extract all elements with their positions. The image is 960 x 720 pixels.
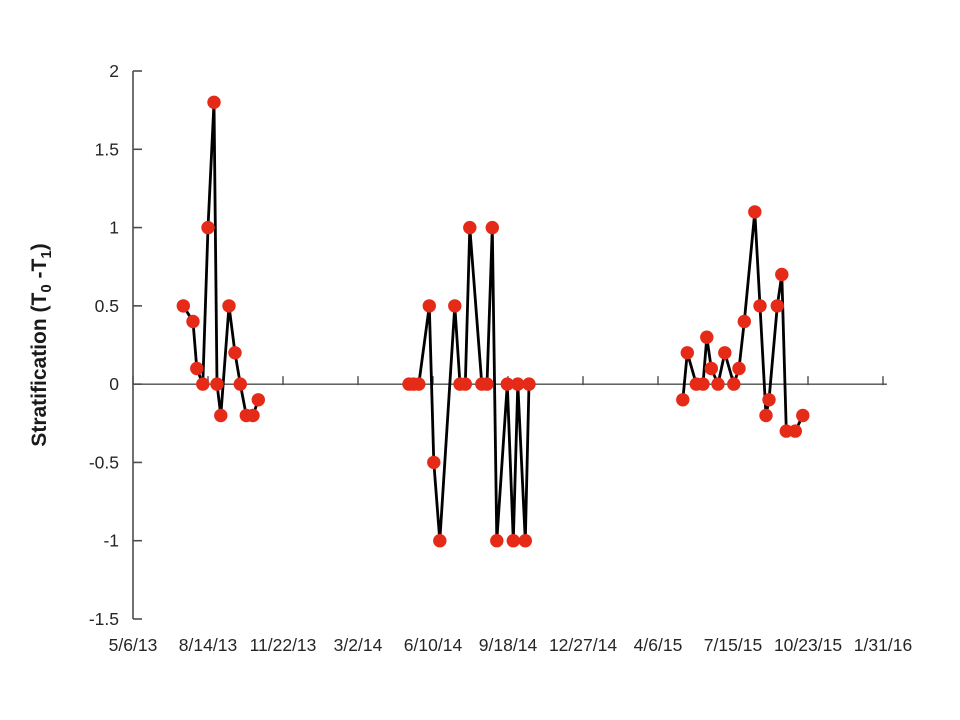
x-tick-label: 9/18/14 [479,635,538,655]
x-tick-label: 11/22/13 [250,635,317,655]
data-point-marker [485,220,499,235]
y-axis: 2 1.5 1 0.5 0 -0.5 -1 -1.5 [89,61,142,629]
data-point-marker [176,299,190,313]
data-point-marker [676,393,690,407]
data-point-marker [511,377,525,391]
data-point-marker [214,408,228,423]
y-tick-label: 0.5 [95,296,119,316]
data-point-marker [522,377,536,391]
x-tick-label: 6/10/14 [404,635,463,655]
x-tick-label: 3/2/14 [334,635,383,655]
data-point-marker [500,377,514,391]
data-point-marker [737,314,751,329]
data-point-marker [696,377,710,391]
y-axis-title-subscript: 1 [38,250,55,258]
data-point-marker [233,377,247,391]
data-point-marker [422,299,436,313]
data-point-marker [448,299,462,313]
y-tick-label: 2 [109,61,119,81]
data-point-marker [680,346,694,360]
y-axis-title-text: ) [28,243,51,250]
data-point-marker [711,377,725,391]
data-point-marker [518,534,532,548]
x-tick-label: 4/6/15 [634,635,683,655]
data-point-marker [228,346,242,360]
x-tick-label: 1/31/16 [854,635,912,655]
data-point-marker [251,393,265,407]
data-point-marker [700,330,714,344]
data-point-marker [190,361,204,376]
y-tick-label: 1.5 [95,139,119,159]
y-tick-label: -1.5 [89,609,119,629]
y-tick-label: 1 [109,218,119,238]
data-point-marker [718,346,732,360]
y-tick-label: -1 [103,531,119,551]
x-tick-label: 12/27/14 [549,635,617,655]
data-series [176,95,810,548]
y-axis-title: Stratification (T0 -T1) [28,243,55,446]
x-tick-label: 5/6/13 [109,635,158,655]
data-point-marker [759,408,773,423]
data-point-marker [246,408,260,423]
data-point-marker [427,455,441,470]
data-point-marker [210,377,224,391]
data-point-marker [748,205,762,219]
data-point-marker [753,299,767,313]
data-point-marker [788,424,802,438]
data-point-marker [196,377,210,391]
y-axis-title-text: -T [28,258,51,284]
data-point-marker [222,299,236,313]
data-point-marker [207,95,221,110]
data-point-marker [186,314,200,329]
data-point-marker [506,534,520,548]
data-point-marker [480,377,494,391]
data-point-marker [458,377,472,391]
data-point-marker [201,220,215,235]
data-point-marker [775,267,789,282]
y-tick-label: -0.5 [89,452,119,472]
y-axis-title-subscript: 0 [38,284,55,292]
x-tick-label: 7/15/15 [704,635,762,655]
data-point-marker [732,361,746,376]
x-axis: 5/6/13 8/14/13 11/22/13 3/2/14 6/10/14 9/18/1… [109,376,912,655]
data-point-marker [727,377,741,391]
data-point-marker [796,408,810,423]
x-tick-label: 8/14/13 [179,635,237,655]
data-point-marker [704,361,718,376]
data-point-marker [762,393,776,407]
y-tick-label: 0 [109,374,119,394]
data-point-marker [412,377,426,391]
y-axis-title-text: Stratification (T [28,293,51,447]
data-point-marker [433,534,447,548]
data-point-marker [770,299,784,313]
x-tick-label: 10/23/15 [774,635,842,655]
data-point-marker [490,534,504,548]
data-point-marker [463,220,477,235]
